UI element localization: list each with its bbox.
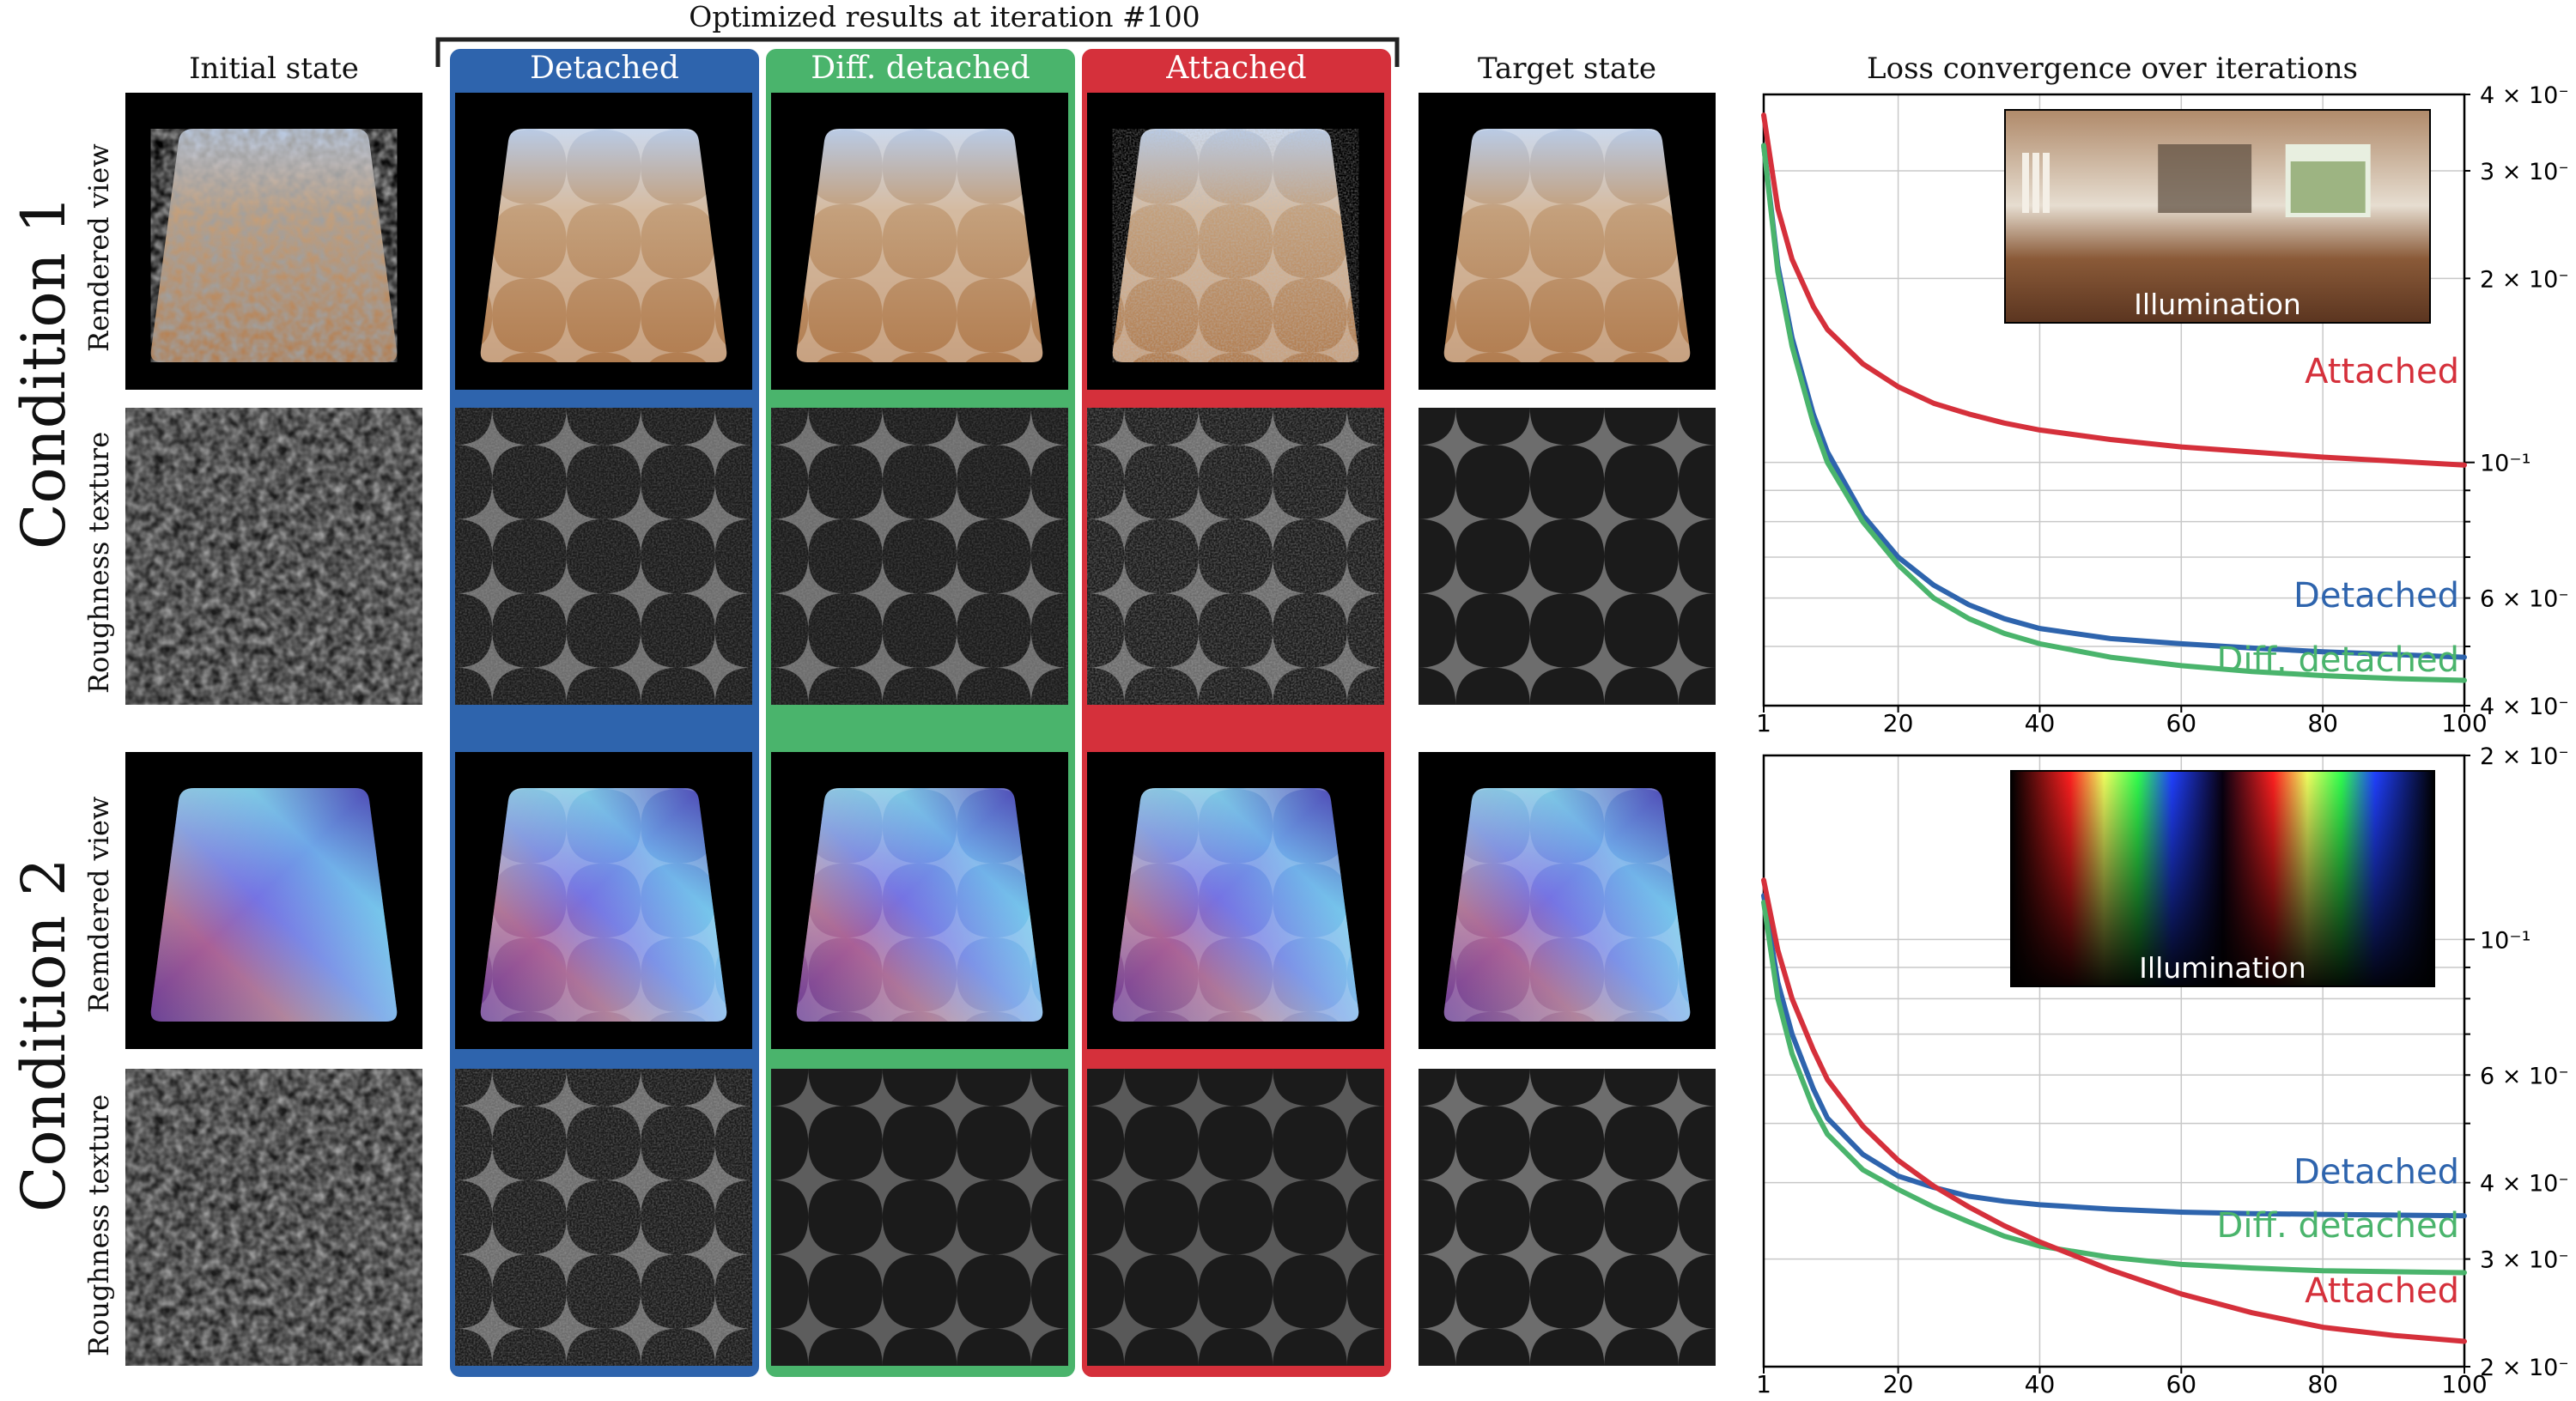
x-tick-label: 60 xyxy=(2166,709,2196,734)
illumination-inset: Illumination xyxy=(2010,770,2435,987)
c2-roughness-diff-detached xyxy=(771,1069,1068,1366)
condition-1-label: Condition 1 xyxy=(9,195,79,549)
x-tick-label: 80 xyxy=(2307,1370,2338,1395)
series-label: Diff. detached xyxy=(2217,640,2459,680)
c2-roughness-initial xyxy=(125,1069,422,1366)
c2-rendered-attached xyxy=(1087,752,1384,1049)
y-tick-label: 2 × 10⁻¹ xyxy=(2480,743,2567,770)
inset-shade xyxy=(2011,771,2434,986)
inset-window xyxy=(2032,153,2039,213)
y-tick-label: 2 × 10⁻¹ xyxy=(2480,266,2567,293)
c1-roughness-attached xyxy=(1087,408,1384,705)
inset-corridor xyxy=(2158,144,2252,213)
x-tick-label: 60 xyxy=(2166,1370,2196,1395)
c1-rendered-attached xyxy=(1087,93,1384,390)
inset-window xyxy=(2043,153,2050,213)
series-label: Diff. detached xyxy=(2217,1206,2459,1246)
series-label: Attached xyxy=(2305,1271,2459,1311)
loss-chart-condition-1: 1 20 40 60 80 100 4 × 10⁻¹ 3 × 10⁻¹ 2 × 10⁻¹ 10⁻¹… xyxy=(1756,82,2567,734)
inset-frame xyxy=(2010,770,2435,987)
condition-2-label: Condition 2 xyxy=(9,858,79,1212)
y-tick-label: 4 × 10⁻² xyxy=(2480,1171,2567,1198)
series-line-diff-detached xyxy=(1761,143,2467,683)
x-tick-label: 20 xyxy=(1883,1370,1914,1395)
c1-roughness-detached xyxy=(455,408,752,705)
x-tick-label: 100 xyxy=(2441,709,2487,734)
y-tick-label: 3 × 10⁻¹ xyxy=(2480,159,2567,185)
method-label-diff-detached: Diff. detached xyxy=(811,51,1030,86)
series-line-diff-detached xyxy=(1761,900,2467,1276)
c2-rendered-detached xyxy=(455,752,752,1049)
c2-rendered-initial xyxy=(125,752,422,1049)
y-tick-label: 6 × 10⁻² xyxy=(2480,1063,2567,1089)
y-tick-label: 3 × 10⁻² xyxy=(2480,1247,2567,1274)
x-tick-label: 1 xyxy=(1756,709,1771,734)
inset-label: Illumination xyxy=(2139,951,2306,985)
c1-rendered-target xyxy=(1419,93,1716,390)
loss-chart-condition-2: 1 20 40 60 80 100 2 × 10⁻¹ 10⁻¹ 6 × 10⁻² 4 × 10⁻²… xyxy=(1756,743,2567,1395)
series-label: Detached xyxy=(2293,1152,2459,1192)
c1-roughness-diff-detached xyxy=(771,408,1068,705)
c1-roughness-target xyxy=(1419,408,1716,705)
y-tick-label: 10⁻¹ xyxy=(2480,927,2530,954)
c1-roughness-initial xyxy=(125,408,422,705)
row-label-roughness-2: Roughness texture xyxy=(82,1094,115,1356)
c1-rendered-diff-detached xyxy=(771,93,1068,390)
c1-rendered-initial xyxy=(125,93,422,390)
method-label-detached: Detached xyxy=(530,51,679,86)
x-tick-label: 40 xyxy=(2025,709,2056,734)
y-tick-label: 4 × 10⁻¹ xyxy=(2480,82,2567,109)
y-tick-label: 10⁻¹ xyxy=(2480,451,2530,477)
x-tick-label: 40 xyxy=(2025,1370,2056,1395)
x-tick-label: 100 xyxy=(2441,1370,2487,1395)
row-label-rendered-2: Remdered view xyxy=(82,796,115,1013)
x-tick-label: 1 xyxy=(1756,1370,1771,1395)
c2-rendered-diff-detached xyxy=(771,752,1068,1049)
c2-roughness-attached xyxy=(1087,1069,1384,1366)
series-label: Attached xyxy=(2305,352,2459,391)
row-label-roughness-1: Roughness texture xyxy=(82,431,115,694)
column-header-initial: Initial state xyxy=(189,52,359,86)
series-line-attached xyxy=(1761,112,2467,468)
column-header-loss: Loss convergence over iterations xyxy=(1867,52,2358,86)
figure-title: Optimized results at iteration #100 xyxy=(689,0,1200,33)
y-tick-label: 2 × 10⁻² xyxy=(2480,1355,2567,1381)
c1-rendered-detached xyxy=(455,93,752,390)
plot-frame xyxy=(1762,93,2466,707)
title-bracket xyxy=(435,37,1400,67)
c2-rendered-target xyxy=(1419,752,1716,1049)
method-label-attached: Attached xyxy=(1166,51,1307,86)
x-tick-label: 20 xyxy=(1883,709,1914,734)
c2-roughness-target xyxy=(1419,1069,1716,1366)
y-tick-label: 6 × 10⁻² xyxy=(2480,586,2567,613)
plot-frame xyxy=(1762,754,2466,1368)
inset-foliage xyxy=(2290,161,2366,213)
series-line-attached xyxy=(1761,877,2467,1344)
inset-label: Illumination xyxy=(2134,288,2301,321)
column-header-target: Target state xyxy=(1477,52,1657,86)
inset-window xyxy=(2022,153,2029,213)
y-tick-label: 4 × 10⁻² xyxy=(2480,694,2567,720)
row-label-rendered-1: Rendered view xyxy=(82,143,115,352)
c2-roughness-detached xyxy=(455,1069,752,1366)
x-tick-label: 80 xyxy=(2307,709,2338,734)
series-label: Detached xyxy=(2293,576,2459,616)
illumination-inset: Illumination xyxy=(2004,109,2431,324)
series-line-detached xyxy=(1761,893,2467,1219)
inset-frame xyxy=(2004,109,2431,324)
